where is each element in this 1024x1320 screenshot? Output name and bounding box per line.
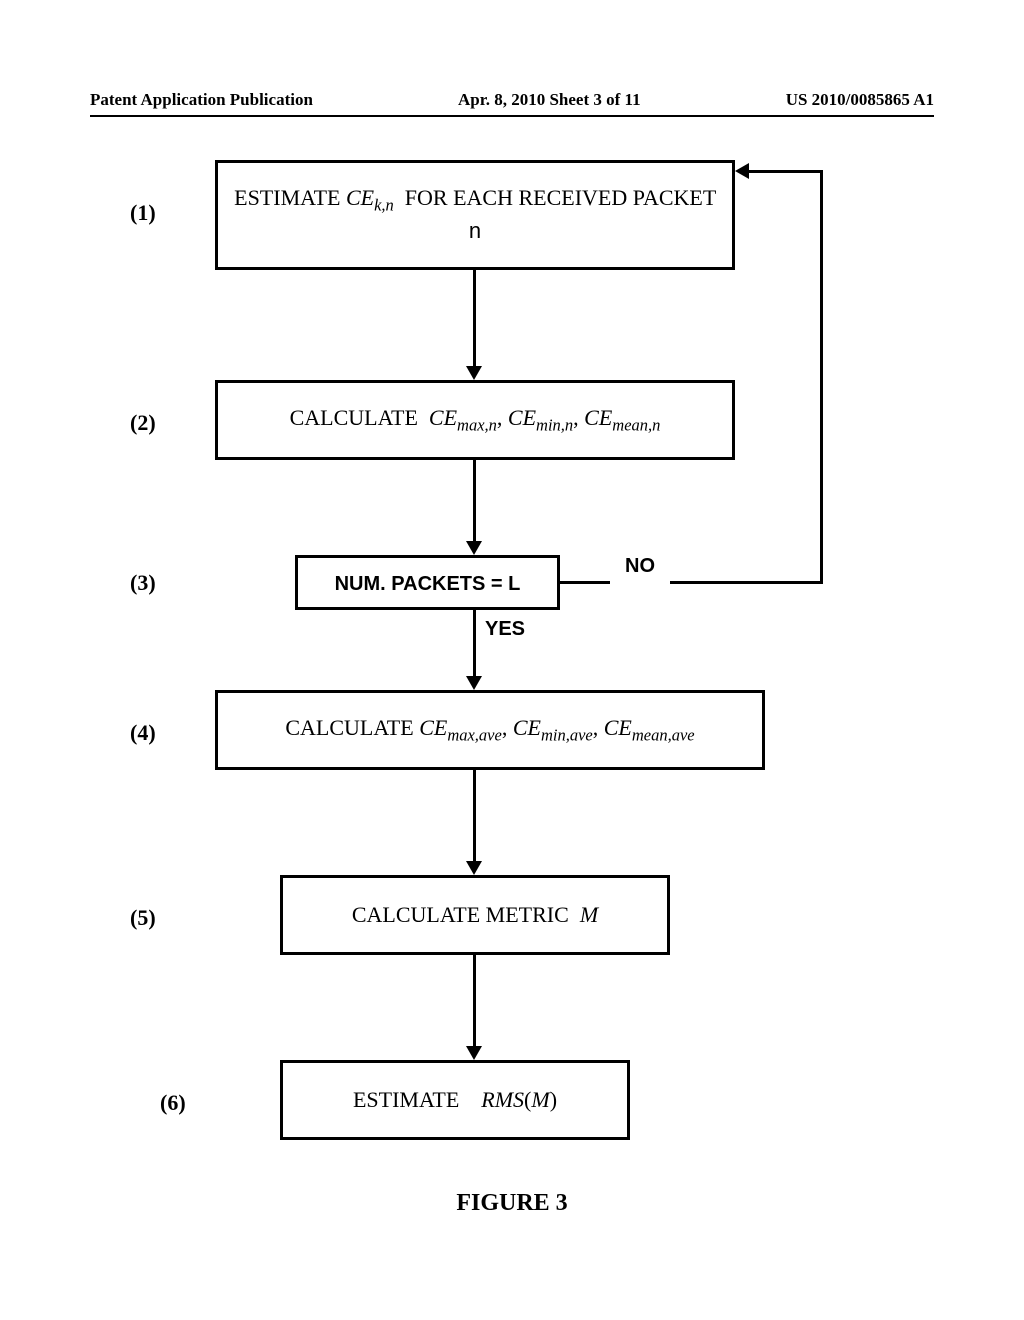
node-calc-ce-ave: CALCULATE CEmax,ave, CEmin,ave, CEmean,a… xyxy=(215,690,765,770)
step-label-2: (2) xyxy=(130,410,156,436)
step-label-6: (6) xyxy=(160,1090,186,1116)
no-branch-stub xyxy=(560,581,610,584)
node-text-1: ESTIMATE CEk,n FOR EACH RECEIVED PACKET … xyxy=(218,183,732,247)
no-branch-arrowhead xyxy=(735,163,749,179)
arrow-head-1-2 xyxy=(466,366,482,380)
header-center: Apr. 8, 2010 Sheet 3 of 11 xyxy=(458,90,641,110)
node-estimate-ce: ESTIMATE CEk,n FOR EACH RECEIVED PACKET … xyxy=(215,160,735,270)
step-label-3: (3) xyxy=(130,570,156,596)
node-calc-metric: CALCULATE METRIC M xyxy=(280,875,670,955)
arrow-2-3 xyxy=(473,460,476,541)
figure-caption: FIGURE 3 xyxy=(0,1190,1024,1217)
node-text-5: CALCULATE METRIC M xyxy=(352,902,598,928)
step-label-4: (4) xyxy=(130,720,156,746)
node-calc-ce-n: CALCULATE CEmax,n, CEmin,n, CEmean,n xyxy=(215,380,735,460)
step-label-1: (1) xyxy=(130,200,156,226)
no-branch-h xyxy=(670,581,820,584)
arrow-head-2-3 xyxy=(466,541,482,555)
arrow-head-3-4 xyxy=(466,676,482,690)
node-num-packets: NUM. PACKETS = L xyxy=(295,555,560,610)
header-right: US 2010/0085865 A1 xyxy=(786,90,934,110)
arrow-head-5-6 xyxy=(466,1046,482,1060)
step-label-5: (5) xyxy=(130,905,156,931)
node-text-3: NUM. PACKETS = L xyxy=(335,570,521,596)
label-no: NO xyxy=(625,555,655,578)
node-text-4: CALCULATE CEmax,ave, CEmin,ave, CEmean,a… xyxy=(277,715,702,745)
node-estimate-rms: ESTIMATE RMS(M) xyxy=(280,1060,630,1140)
arrow-3-4 xyxy=(473,610,476,676)
no-branch-h2 xyxy=(749,170,823,173)
node-text-2: CALCULATE CEmax,n, CEmin,n, CEmean,n xyxy=(280,405,671,435)
no-branch-v xyxy=(820,170,823,584)
arrow-head-4-5 xyxy=(466,861,482,875)
node-text-6: ESTIMATE RMS(M) xyxy=(353,1087,557,1113)
label-yes: YES xyxy=(485,618,525,641)
header-left: Patent Application Publication xyxy=(90,90,313,110)
header-rule xyxy=(90,115,934,117)
arrow-1-2 xyxy=(473,270,476,366)
arrow-5-6 xyxy=(473,955,476,1046)
arrow-4-5 xyxy=(473,770,476,861)
